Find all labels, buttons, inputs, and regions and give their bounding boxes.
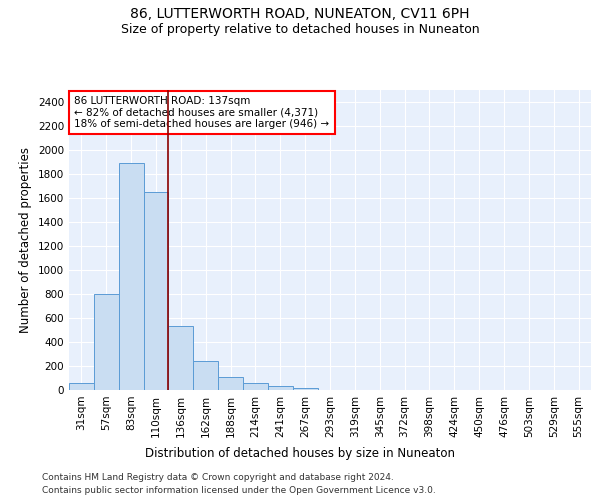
Bar (293, 388, 317, 390)
Text: Distribution of detached houses by size in Nuneaton: Distribution of detached houses by size … (145, 448, 455, 460)
Bar (94, 294, 119, 390)
Text: Size of property relative to detached houses in Nuneaton: Size of property relative to detached ho… (121, 22, 479, 36)
Text: 86 LUTTERWORTH ROAD: 137sqm
← 82% of detached houses are smaller (4,371)
18% of : 86 LUTTERWORTH ROAD: 137sqm ← 82% of det… (74, 96, 329, 129)
Bar (143, 192, 169, 390)
Bar (243, 384, 268, 390)
Bar (119, 163, 143, 390)
Bar (218, 378, 243, 390)
Text: 86, LUTTERWORTH ROAD, NUNEATON, CV11 6PH: 86, LUTTERWORTH ROAD, NUNEATON, CV11 6PH (130, 8, 470, 22)
Text: Contains public sector information licensed under the Open Government Licence v3: Contains public sector information licen… (42, 486, 436, 495)
Text: Contains HM Land Registry data © Crown copyright and database right 2024.: Contains HM Land Registry data © Crown c… (42, 474, 394, 482)
Bar (169, 326, 193, 390)
Bar (268, 386, 293, 390)
Y-axis label: Number of detached properties: Number of detached properties (19, 147, 32, 333)
Bar (69, 384, 94, 390)
Bar (193, 362, 218, 390)
